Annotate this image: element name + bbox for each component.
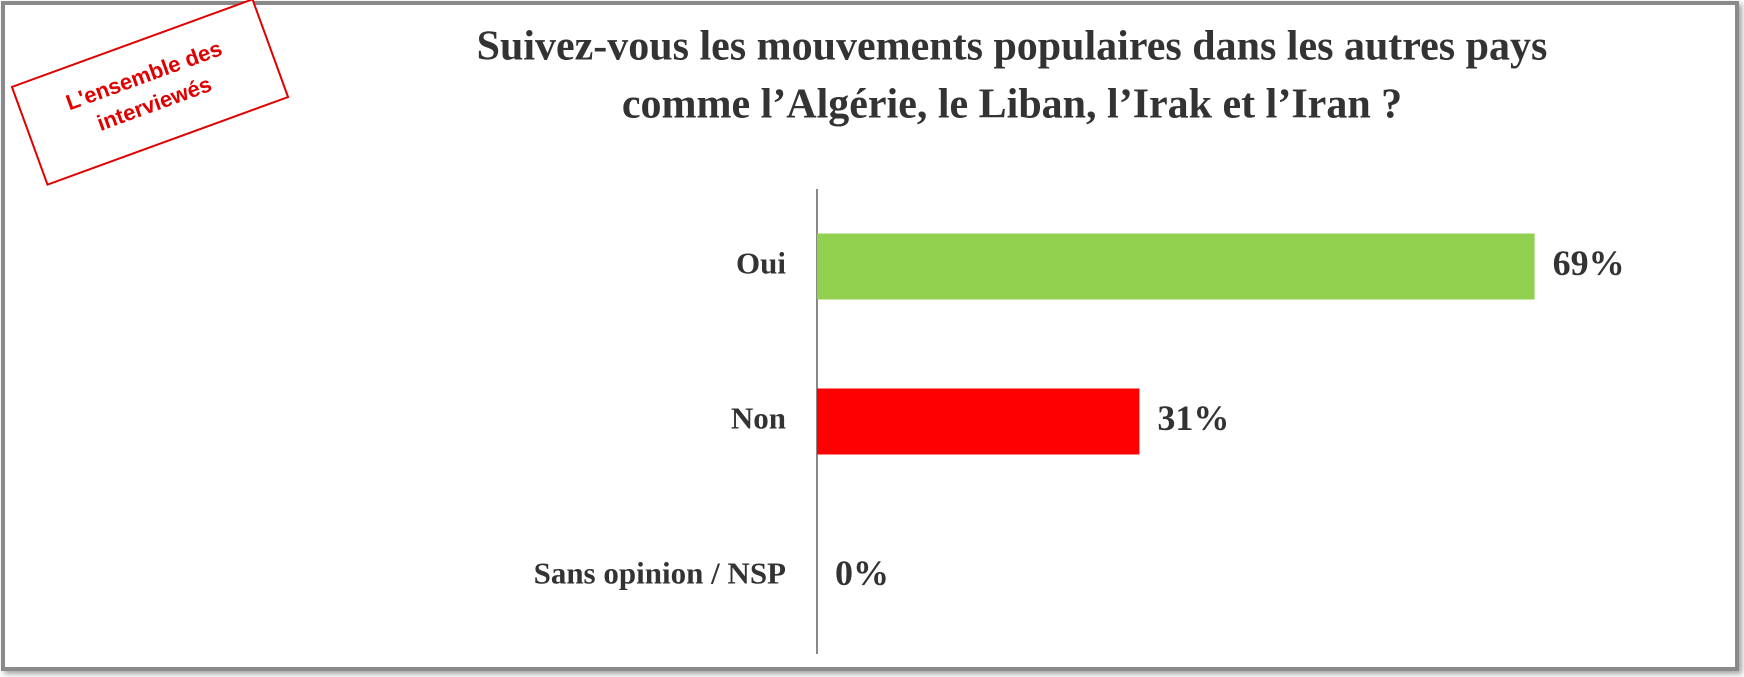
bar	[817, 388, 1140, 455]
category-label: Non	[731, 401, 786, 436]
stamp: L'ensemble des interviewés	[10, 0, 290, 186]
value-label: 31%	[1157, 398, 1229, 438]
bar	[817, 233, 1535, 300]
chart-title: Suivez-vous les mouvements populaires da…	[477, 24, 1548, 70]
category-label: Sans opinion / NSP	[534, 556, 786, 591]
chart-title: comme l’Algérie, le Liban, l’Irak et l’I…	[622, 82, 1402, 128]
stamp-box	[10, 0, 290, 186]
value-label: 0%	[835, 553, 889, 593]
category-label: Oui	[736, 246, 786, 281]
value-label: 69%	[1553, 243, 1625, 283]
